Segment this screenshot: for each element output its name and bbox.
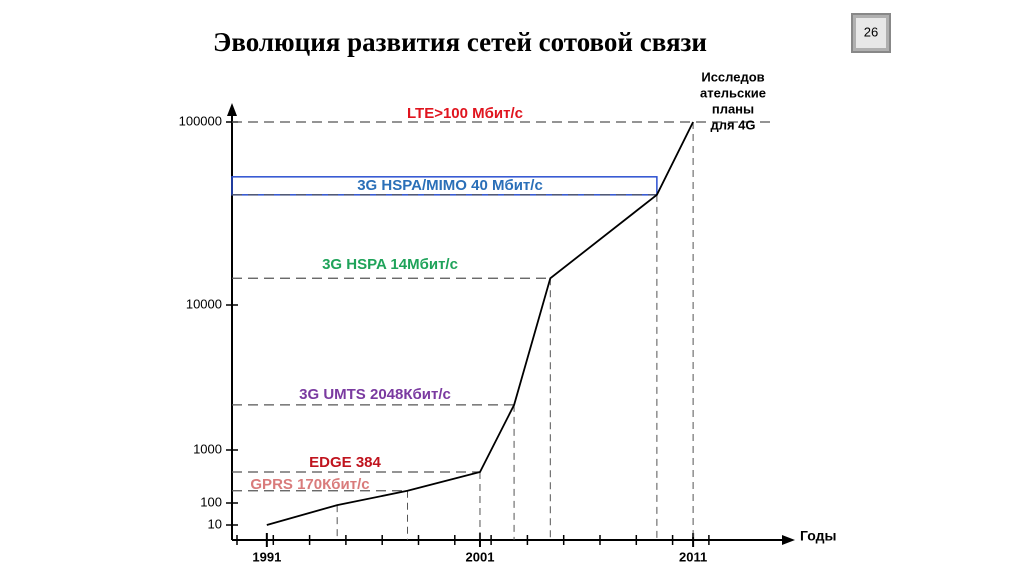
x-tick-label: 1991 bbox=[252, 549, 281, 564]
annotation: LTE>100 Мбит/с bbox=[407, 105, 523, 122]
note-line: ательские bbox=[700, 85, 766, 100]
annotation: EDGE 384 bbox=[309, 454, 381, 471]
x-tick-label: 2001 bbox=[466, 549, 495, 564]
x-axis-arrow bbox=[782, 535, 795, 545]
data-line bbox=[266, 121, 694, 526]
annotation: 3G HSPA/MIMO 40 Мбит/с bbox=[357, 177, 543, 194]
page-badge-inner bbox=[856, 18, 886, 48]
note-line: для 4G bbox=[710, 117, 755, 132]
x-tick-label: 2011 bbox=[679, 549, 707, 564]
x-axis-label: Годы bbox=[800, 528, 836, 544]
note-line: Исследов bbox=[701, 69, 764, 84]
y-tick-label: 10 bbox=[208, 516, 222, 531]
note-line: планы bbox=[712, 101, 754, 116]
y-tick-label: 10000 bbox=[186, 296, 222, 311]
y-tick-label: 1000 bbox=[193, 441, 222, 456]
y-tick-label: 100 bbox=[200, 494, 222, 509]
y-tick-label: 100000 bbox=[179, 113, 222, 128]
annotation: GPRS 170Кбит/с bbox=[250, 476, 369, 493]
annotation: 3G UMTS 2048Кбит/с bbox=[299, 386, 451, 403]
slide-title: Эволюция развития сетей сотовой связи bbox=[213, 27, 707, 57]
page-number: 26 bbox=[864, 24, 878, 39]
annotation: 3G HSPA 14Мбит/с bbox=[322, 256, 458, 273]
y-axis-arrow bbox=[227, 103, 237, 116]
